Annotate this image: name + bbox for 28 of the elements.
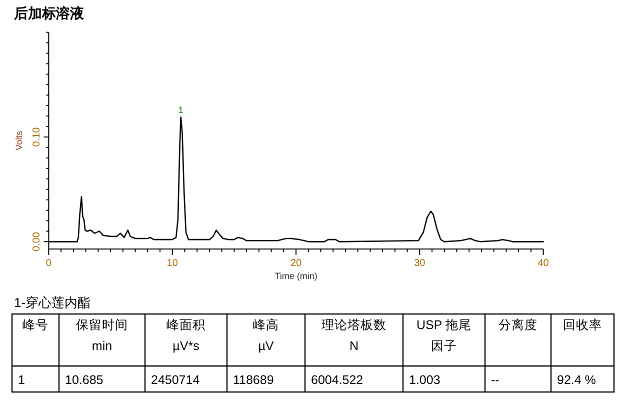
category-label: 回收率 <box>563 317 602 332</box>
annotation: 1 <box>178 105 184 116</box>
category-label: USP 拖尾因子 <box>416 318 472 353</box>
y-tick-label: 0.10 <box>32 126 43 147</box>
text: 6004.522 <box>311 373 364 387</box>
text: 10.685 <box>65 373 104 387</box>
category-label: 峰号 <box>22 318 48 332</box>
x-axis-title: Time (min) <box>274 271 318 281</box>
text: 92.4 % <box>557 373 596 387</box>
text: 1-穿心莲内酯 <box>14 295 91 310</box>
category-label: 保留时间 min <box>76 318 128 353</box>
category-label: 理论塔板数 N <box>322 318 386 353</box>
y-tick-label: 0.00 <box>32 232 43 252</box>
x-tick-label: 40 <box>538 258 550 269</box>
category-label: 峰面积 µV*s <box>166 318 206 353</box>
x-tick-label: 30 <box>414 258 426 269</box>
text: 1 <box>18 373 25 387</box>
text: 1.003 <box>409 373 440 387</box>
x-tick-label: 10 <box>166 258 178 269</box>
text: 118689 <box>233 373 274 387</box>
category-label: 分离度 <box>498 317 538 332</box>
y-axis-title: Volts <box>14 130 24 150</box>
x-tick-label: 0 <box>46 258 52 269</box>
text: -- <box>491 373 500 387</box>
text: 2450714 <box>151 373 200 387</box>
chart-title: 后加标溶液 <box>13 5 85 21</box>
category-label: 峰高 µV <box>253 317 279 353</box>
x-tick-label: 20 <box>290 258 302 269</box>
